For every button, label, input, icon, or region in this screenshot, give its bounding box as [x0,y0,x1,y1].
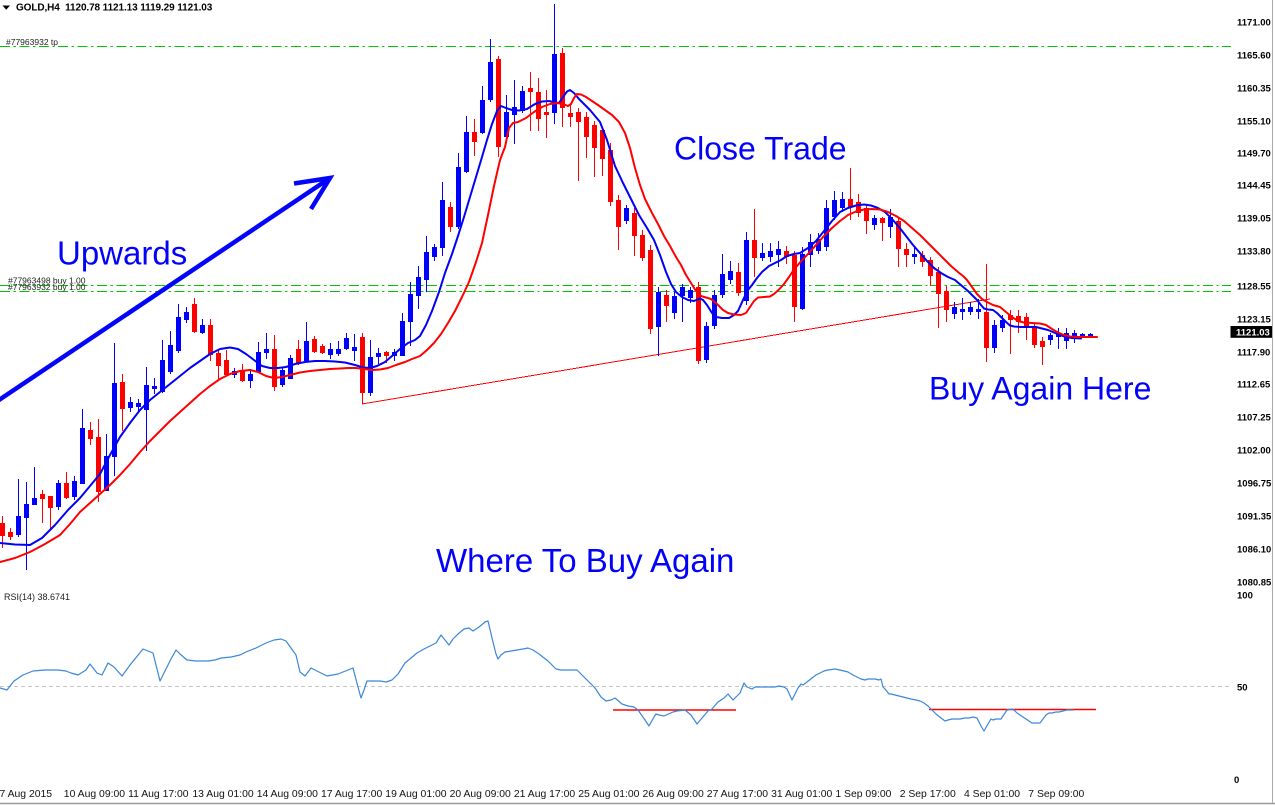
svg-text:1171.00: 1171.00 [1237,18,1271,29]
svg-text:20 Aug 09:00: 20 Aug 09:00 [450,789,511,800]
svg-text:0: 0 [1234,775,1239,786]
svg-text:21 Aug 17:00: 21 Aug 17:00 [514,789,575,800]
svg-text:1117.90: 1117.90 [1237,348,1270,359]
svg-text:1149.70: 1149.70 [1237,149,1271,160]
svg-text:1123.15: 1123.15 [1237,315,1272,326]
svg-text:4 Sep 01:00: 4 Sep 01:00 [964,789,1020,800]
svg-text:11 Aug 17:00: 11 Aug 17:00 [128,789,189,800]
svg-text:Buy Again Here: Buy Again Here [929,371,1151,407]
svg-text:27 Aug 17:00: 27 Aug 17:00 [707,789,768,800]
svg-text:13 Aug 01:00: 13 Aug 01:00 [192,789,253,800]
svg-text:1112.65: 1112.65 [1237,380,1271,391]
svg-text:1128.55: 1128.55 [1237,282,1272,293]
svg-text:GOLD,H4 1120.78 1121.13 1119.: GOLD,H4 1120.78 1121.13 1119.29 1121.03 [16,3,213,14]
svg-text:17 Aug 17:00: 17 Aug 17:00 [321,789,382,800]
svg-text:1086.10: 1086.10 [1237,545,1271,556]
svg-text:1155.10: 1155.10 [1237,117,1271,128]
svg-text:100: 100 [1237,591,1253,602]
svg-text:#77963498 buy 1.00: #77963498 buy 1.00 [8,276,86,286]
svg-text:1160.35: 1160.35 [1237,84,1272,95]
svg-text:Where To Buy Again: Where To Buy Again [436,542,734,579]
svg-text:1 Sep 09:00: 1 Sep 09:00 [835,789,891,800]
svg-text:19 Aug 01:00: 19 Aug 01:00 [385,789,446,800]
svg-text:#77963932 buy 1.00: #77963932 buy 1.00 [8,282,86,292]
svg-text:31 Aug 01:00: 31 Aug 01:00 [771,789,832,800]
svg-text:1144.45: 1144.45 [1237,181,1272,192]
svg-text:Close Trade: Close Trade [674,131,847,167]
svg-text:1133.80: 1133.80 [1237,247,1271,258]
svg-text:7 Aug 2015: 7 Aug 2015 [0,789,52,800]
svg-text:1102.00: 1102.00 [1237,446,1271,457]
svg-text:25 Aug 01:00: 25 Aug 01:00 [578,789,639,800]
svg-text:50: 50 [1237,683,1248,694]
svg-text:RSI(14) 38.6741: RSI(14) 38.6741 [4,592,70,602]
svg-text:Upwards: Upwards [57,235,187,272]
svg-text:1096.75: 1096.75 [1237,479,1272,490]
svg-text:1080.85: 1080.85 [1237,578,1272,589]
svg-text:1139.05: 1139.05 [1237,214,1272,225]
svg-text:1121.03: 1121.03 [1236,328,1270,339]
svg-text:26 Aug 09:00: 26 Aug 09:00 [643,789,704,800]
svg-text:1107.25: 1107.25 [1237,413,1272,424]
svg-text:1091.35: 1091.35 [1237,512,1272,523]
svg-text:10 Aug 09:00: 10 Aug 09:00 [64,789,125,800]
svg-text:7 Sep 09:00: 7 Sep 09:00 [1028,789,1084,800]
svg-text:1165.60: 1165.60 [1237,51,1271,62]
svg-text:14 Aug 09:00: 14 Aug 09:00 [257,789,318,800]
svg-text:#77963932 tp: #77963932 tp [6,37,58,47]
svg-text:2 Sep 17:00: 2 Sep 17:00 [900,789,956,800]
